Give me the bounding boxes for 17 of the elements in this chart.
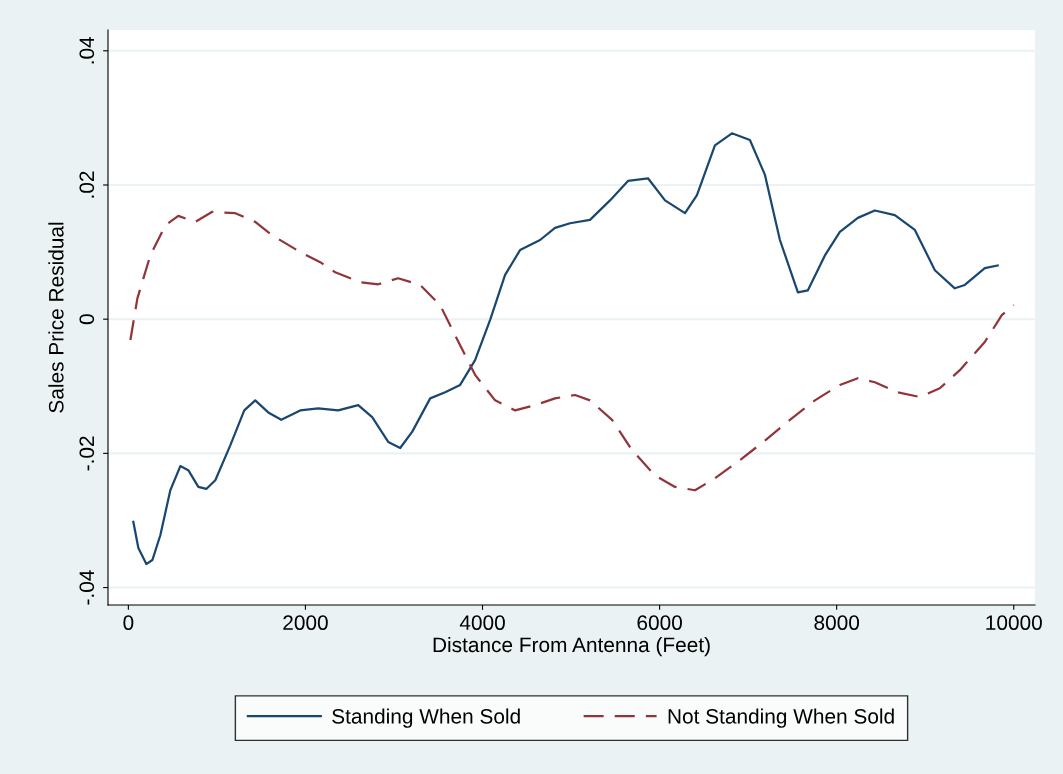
line-series (129, 210, 1015, 492)
x-tick-label: 0 (123, 615, 134, 631)
x-tick-label: 2000 (283, 615, 328, 631)
x-tick-label: 10000 (986, 615, 1042, 631)
legend-label: Standing When Sold (332, 708, 520, 728)
y-tick-label: -.04 (79, 570, 95, 605)
y-tick-label: .02 (79, 171, 95, 198)
y-tick-label: .04 (79, 36, 95, 64)
legend-label: Not Standing When Sold (668, 708, 894, 728)
y-axis-title: Sales Price Residual (48, 222, 64, 413)
x-axis-title: Distance From Antenna (Feet) (433, 636, 710, 657)
y-tick-label: 0 (79, 314, 95, 325)
x-tick-label: 6000 (637, 615, 682, 631)
x-tick-label: 4000 (459, 615, 505, 631)
y-tick-label: -.02 (79, 436, 95, 471)
line-series (132, 132, 999, 566)
x-tick-label: 8000 (814, 615, 860, 631)
